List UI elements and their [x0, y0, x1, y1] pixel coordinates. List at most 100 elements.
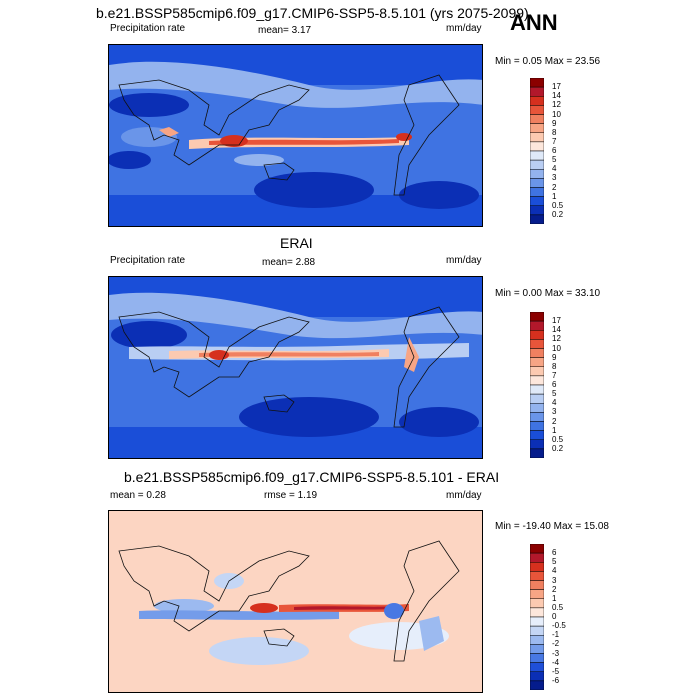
- colorbar-tick-label: -1: [552, 630, 560, 640]
- colorbar-swatch: [530, 150, 544, 161]
- panel-2-mean-label: mean= 2.88: [262, 257, 316, 268]
- colorbar-swatch: [530, 159, 544, 170]
- colorbar-tick-label: 7: [552, 370, 557, 380]
- panel-3-minmax-label: Min = -19.40 Max = 15.08: [495, 521, 609, 532]
- colorbar-tick-label: 9: [552, 352, 557, 362]
- colorbar-tick-label: 5: [552, 155, 557, 165]
- colorbar-swatch: [530, 348, 544, 358]
- colorbar-tick-label: 17: [552, 316, 561, 326]
- panel-3-map: [108, 510, 483, 693]
- colorbar-tick-label: 2: [552, 584, 557, 594]
- colorbar-tick-label: 0.5: [552, 434, 564, 444]
- colorbar-swatch: [530, 320, 544, 331]
- panel-1-mean-label: mean= 3.17: [258, 25, 312, 36]
- colorbar-swatch: [530, 680, 544, 690]
- panel-1-colorbar: [530, 78, 544, 224]
- colorbar-swatch: [530, 562, 544, 572]
- colorbar-tick-label: -6: [552, 675, 560, 685]
- colorbar-tick-label: 0.5: [552, 602, 564, 612]
- colorbar-tick-label: 5: [552, 389, 557, 399]
- colorbar-tick-label: 0: [552, 612, 557, 621]
- colorbar-tick-label: 0.5: [552, 200, 564, 210]
- colorbar-tick-label: 14: [552, 325, 561, 335]
- colorbar-tick-label: -0.5: [552, 621, 566, 631]
- colorbar-swatch: [530, 598, 544, 609]
- colorbar-tick-label: 8: [552, 361, 557, 371]
- panel-2-minmax-label: Min = 0.00 Max = 33.10: [495, 288, 601, 299]
- colorbar-swatch: [530, 86, 544, 97]
- panel-3-mean-label: mean = 0.28: [110, 490, 166, 501]
- colorbar-tick-label: 6: [552, 380, 557, 389]
- panel-2-units-label: mm/day: [446, 255, 482, 266]
- colorbar-tick-label: 1: [552, 425, 557, 435]
- colorbar-tick-label: 4: [552, 398, 557, 408]
- colorbar-swatch: [530, 366, 544, 377]
- colorbar-tick-label: 1: [552, 191, 557, 201]
- colorbar-swatch: [530, 78, 544, 88]
- panel-1-map: [108, 44, 483, 227]
- colorbar-tick-label: -2: [552, 639, 560, 649]
- colorbar-swatch: [530, 178, 544, 188]
- colorbar-swatch: [530, 607, 544, 618]
- panel-2-variable-label: Precipitation rate: [110, 255, 186, 266]
- colorbar-tick-label: -5: [552, 666, 560, 676]
- colorbar-tick-label: 10: [552, 343, 561, 353]
- colorbar-swatch: [530, 123, 544, 133]
- colorbar-swatch: [530, 339, 544, 349]
- colorbar-swatch: [530, 552, 544, 563]
- colorbar-swatch: [530, 375, 544, 386]
- colorbar-swatch: [530, 205, 544, 216]
- colorbar-swatch: [530, 357, 544, 367]
- colorbar-swatch: [530, 412, 544, 422]
- colorbar-swatch: [530, 132, 544, 143]
- colorbar-tick-label: 10: [552, 109, 561, 119]
- panel-3-title: b.e21.BSSP585cmip6.f09_g17.CMIP6-SSP5-8.…: [124, 469, 500, 485]
- colorbar-tick-label: 9: [552, 118, 557, 128]
- season-label: ANN: [510, 10, 558, 35]
- colorbar-swatch: [530, 187, 544, 197]
- colorbar-swatch: [530, 421, 544, 431]
- colorbar-swatch: [530, 393, 544, 404]
- panel-3-units-label: mm/day: [446, 490, 482, 501]
- panel-2-colorbar: [530, 312, 544, 458]
- colorbar-swatch: [530, 141, 544, 152]
- panel-1-title: b.e21.BSSP585cmip6.f09_g17.CMIP6-SSP5-8.…: [96, 5, 529, 21]
- colorbar-swatch: [530, 544, 544, 554]
- colorbar-tick-label: 6: [552, 146, 557, 155]
- colorbar-swatch: [530, 214, 544, 224]
- colorbar-tick-label: 4: [552, 566, 557, 576]
- panel-2-map: [108, 276, 483, 459]
- colorbar-swatch: [530, 96, 544, 106]
- colorbar-swatch: [530, 625, 544, 636]
- colorbar-tick-label: 6: [552, 548, 557, 558]
- colorbar-swatch: [530, 653, 544, 663]
- colorbar-tick-label: -4: [552, 657, 560, 667]
- colorbar-swatch: [530, 430, 544, 440]
- panel-1-minmax-label: Min = 0.05 Max = 23.56: [495, 56, 601, 67]
- colorbar-tick-label: 5: [552, 557, 557, 567]
- colorbar-swatch: [530, 644, 544, 654]
- panel-1-units-label: mm/day: [446, 23, 482, 34]
- colorbar-tick-label: 0.2: [552, 443, 564, 453]
- colorbar-swatch: [530, 662, 544, 672]
- colorbar-swatch: [530, 196, 544, 206]
- colorbar-swatch: [530, 580, 544, 590]
- colorbar-tick-label: 3: [552, 575, 557, 585]
- colorbar-swatch: [530, 114, 544, 124]
- colorbar-swatch: [530, 448, 544, 458]
- colorbar-swatch: [530, 403, 544, 413]
- colorbar-swatch: [530, 671, 544, 682]
- colorbar-tick-label: 2: [552, 182, 557, 192]
- colorbar-tick-label: 1: [552, 593, 557, 603]
- colorbar-tick-label: 12: [552, 100, 561, 110]
- colorbar-swatch: [530, 384, 544, 395]
- panel-1-variable-label: Precipitation rate: [110, 23, 186, 34]
- colorbar-swatch: [530, 616, 544, 627]
- colorbar-tick-label: 4: [552, 164, 557, 174]
- colorbar-tick-label: 17: [552, 82, 561, 92]
- colorbar-tick-label: 12: [552, 334, 561, 344]
- colorbar-tick-label: 0.2: [552, 209, 564, 219]
- colorbar-tick-label: -3: [552, 648, 560, 658]
- colorbar-swatch: [530, 439, 544, 450]
- colorbar-swatch: [530, 635, 544, 645]
